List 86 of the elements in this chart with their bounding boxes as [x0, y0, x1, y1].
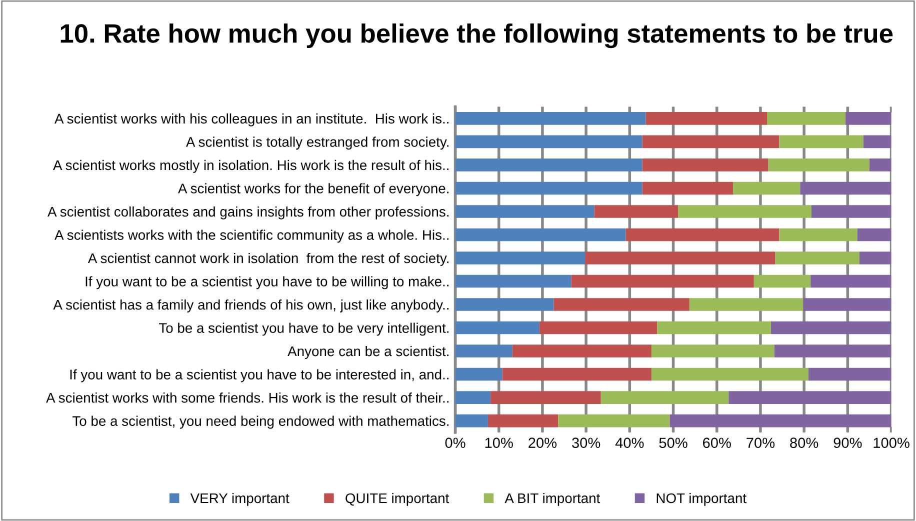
bar	[512, 344, 652, 358]
x-tick-label: 100%	[874, 438, 910, 448]
x-tick-label: 10%	[485, 438, 513, 448]
bar	[646, 112, 768, 125]
y-tick-label: If you want to be a scientist you have to be willing to make..	[86, 276, 448, 290]
bar	[775, 252, 860, 264]
y-tick-label: A scientist is totally estranged from society.	[186, 136, 448, 150]
bar	[800, 182, 892, 195]
legend-label: NOT important	[656, 492, 746, 506]
x-tick-label: 70%	[746, 438, 775, 448]
bar	[490, 391, 601, 404]
bar	[455, 298, 554, 311]
y-tick-label: A scientist cannot work in isolation from the rest of society.	[88, 252, 448, 266]
bar	[779, 135, 864, 148]
bar	[859, 252, 892, 264]
legend-label: QUITE important	[346, 492, 450, 506]
bar	[455, 391, 491, 404]
legend-label: VERY important	[190, 492, 290, 506]
bar	[626, 228, 780, 242]
bar	[539, 321, 658, 334]
y-tick-label: A scientist works with some friends. His work is the result of their..	[46, 392, 448, 403]
bar	[594, 205, 678, 218]
bar	[455, 414, 488, 428]
bar	[642, 158, 768, 172]
bar	[808, 368, 892, 381]
bar	[488, 414, 558, 428]
bar	[845, 112, 892, 125]
bar	[810, 274, 892, 288]
x-tick-label: 50%	[659, 438, 688, 448]
bar	[651, 344, 774, 358]
bar	[728, 391, 892, 404]
x-tick-label: 60%	[703, 438, 731, 448]
bar	[455, 368, 502, 381]
bar	[455, 135, 642, 148]
bar	[455, 112, 646, 125]
bar	[600, 391, 729, 404]
bar	[642, 135, 780, 148]
y-tick-label: A scientist has a family and friends of his own, just like anybody..	[53, 299, 448, 312]
x-tick-label: 30%	[572, 438, 600, 448]
bar	[767, 112, 846, 125]
y-tick-label: Anyone can be a scientist.	[288, 346, 448, 359]
y-tick-label: A scientist collaborates and gains insights from other professions.	[48, 206, 448, 220]
bar	[651, 368, 808, 381]
bar	[455, 205, 594, 218]
x-tick-label: 80%	[790, 438, 818, 448]
bar	[857, 228, 892, 242]
x-tick-label: 20%	[528, 438, 557, 448]
chart-title: 10. Rate how much you believe the following statements to be true	[60, 23, 893, 48]
y-tick-label: A scientist works mostly in isolation. His work is the result of his..	[53, 160, 448, 173]
x-tick-label: 90%	[834, 438, 862, 448]
bar	[455, 158, 642, 172]
y-tick-label: If you want to be a scientist you have to be interested in, and..	[70, 369, 448, 382]
bar	[558, 414, 670, 428]
bar	[585, 252, 776, 264]
bar	[455, 252, 586, 264]
bar	[811, 205, 892, 218]
bar	[768, 158, 870, 172]
bar	[770, 321, 892, 334]
legend-label: A BIT important	[504, 492, 600, 506]
bar	[863, 135, 892, 148]
bar	[779, 228, 858, 242]
bar	[455, 228, 626, 242]
bar	[803, 298, 892, 311]
y-tick-label: To be a scientist you have to be very intelligent.	[158, 322, 448, 336]
x-tick-label: 0%	[445, 438, 466, 448]
bar	[554, 298, 690, 311]
bar	[571, 274, 754, 288]
bar	[455, 182, 642, 195]
bar	[657, 321, 771, 334]
bar	[754, 274, 811, 288]
bar	[455, 344, 512, 358]
bar	[455, 274, 572, 288]
bar	[678, 205, 812, 218]
bar	[774, 344, 892, 358]
y-tick-label: A scientist works with his colleagues in an institute. His work is..	[54, 113, 448, 126]
y-tick-label: To be a scientist, you need being endowed with mathematics.	[72, 416, 448, 429]
x-tick-label: 40%	[615, 438, 644, 448]
bar	[869, 158, 892, 172]
y-tick-label: A scientists works with the scientific community as a whole. His..	[54, 230, 448, 243]
bar	[502, 368, 652, 381]
bar	[670, 414, 892, 428]
bar	[455, 321, 540, 334]
bar	[732, 182, 800, 195]
y-tick-label: A scientist works for the benefit of everyone.	[178, 183, 448, 196]
bar	[642, 182, 733, 195]
bar	[689, 298, 804, 311]
